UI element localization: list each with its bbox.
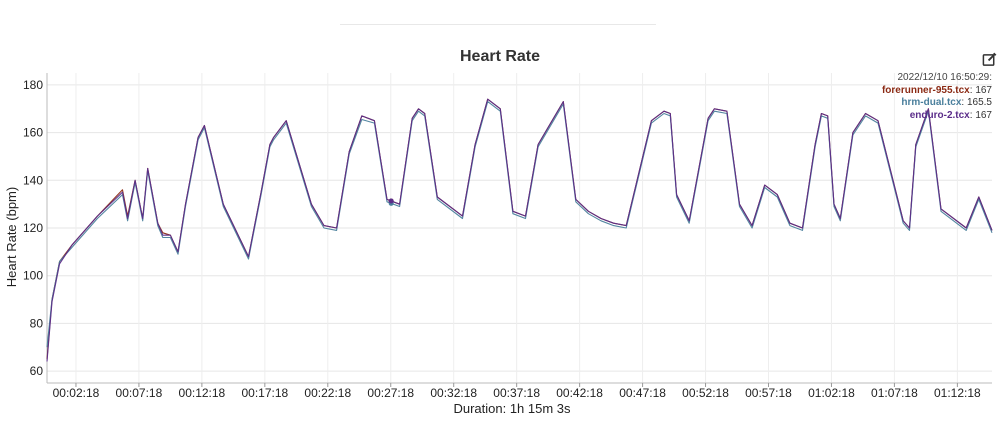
y-tick-label-6: 180: [23, 78, 43, 92]
y-tick-label-2: 100: [23, 269, 43, 283]
x-tick-label-2: 00:12:18: [179, 386, 226, 400]
legend-entry-1: hrm-dual.tcx: 165.5: [882, 97, 992, 110]
tooltip-markers: [388, 198, 394, 206]
x-tick-label-10: 00:52:18: [682, 386, 729, 400]
legend: 2022/12/10 16:50:29: forerunner-955.tcx:…: [882, 72, 992, 122]
chart-title: Heart Rate: [459, 48, 541, 65]
legend-series-name: enduro-2.tcx: [909, 109, 970, 121]
y-tick-label-5: 160: [23, 126, 43, 140]
x-tick-label-3: 00:17:18: [241, 386, 288, 400]
x-tick-labels: 00:02:18 00:07:18 00:12:18 00:17:18 00:22:18…: [53, 383, 981, 400]
y-tick-label-1: 80: [30, 316, 44, 330]
series-line-hrm-dual-tcx: [46, 101, 993, 348]
y-axis-label: Heart Rate (bpm): [4, 187, 19, 287]
series-lines: [46, 98, 993, 362]
x-tick-label-1: 00:07:18: [116, 386, 163, 400]
legend-timestamp: 2022/12/10 16:50:29:: [897, 72, 992, 83]
top-divider: [340, 24, 656, 25]
x-tick-label-9: 00:47:18: [619, 386, 666, 400]
legend-series-name: hrm-dual.tcx: [901, 97, 962, 108]
legend-series-value: 165.5: [966, 97, 992, 108]
x-tick-label-7: 00:37:18: [493, 386, 540, 400]
legend-entry-2: enduro-2.tcx: 167: [882, 110, 992, 123]
x-tick-label-11: 00:57:18: [745, 386, 792, 400]
y-tick-label-4: 140: [23, 173, 43, 187]
y-tick-label-3: 120: [23, 221, 43, 235]
series-line-enduro-2-tcx: [46, 98, 993, 362]
x-tick-label-4: 00:22:18: [304, 386, 351, 400]
edit-icon[interactable]: [982, 52, 997, 67]
x-tick-label-0: 00:02:18: [53, 386, 100, 400]
grid-lines: [46, 73, 992, 384]
y-tick-labels: 60 80 100 120 140 160 180: [23, 78, 43, 378]
x-tick-label-13: 01:07:18: [871, 386, 918, 400]
legend-separator: :: [969, 84, 976, 96]
x-tick-label-5: 00:27:18: [367, 386, 414, 400]
x-tick-label-14: 01:12:18: [934, 386, 981, 400]
x-tick-label-6: 00:32:18: [430, 386, 477, 400]
x-tick-label-12: 01:02:18: [808, 386, 855, 400]
tooltip-marker-2: [388, 198, 394, 204]
x-tick-label-8: 00:42:18: [556, 386, 603, 400]
legend-series-value: 167: [975, 109, 992, 121]
legend-series-name: forerunner-955.tcx: [881, 84, 970, 96]
legend-separator: :: [961, 97, 967, 108]
legend-series-value: 167: [975, 84, 992, 96]
y-tick-label-0: 60: [30, 364, 44, 378]
x-axis-label: Duration: 1h 15m 3s: [453, 401, 571, 416]
legend-entry-0: forerunner-955.tcx: 167: [882, 85, 992, 98]
series-line-forerunner-955-tcx: [46, 98, 993, 360]
legend-separator: :: [969, 109, 976, 121]
